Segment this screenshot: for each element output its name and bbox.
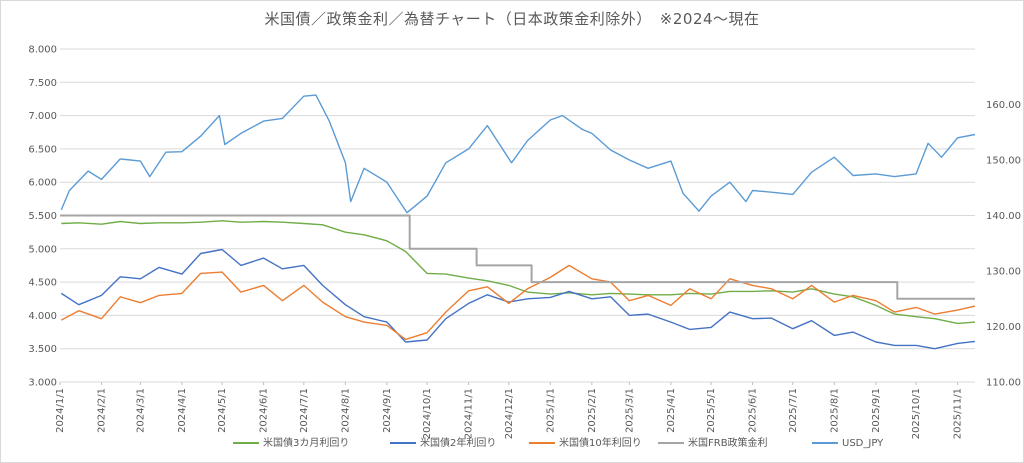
left-tick-label: 7.000 [28,111,57,122]
left-tick-label: 4.000 [28,311,57,322]
left-tick-label: 3.000 [28,378,57,389]
legend-label-2y: 米国債2年利回り [420,436,496,449]
x-tick-label: 2024/8/1 [340,388,351,433]
x-axis-ticks: 2024/1/1 2024/2/1 2024/3/1 2024/4/1 2024/5/1… [55,382,964,439]
x-tick-label: 2025/11/1 [953,388,964,439]
legend-label-ffr: 米国FRB政策金利 [688,436,768,449]
left-tick-label: 5.500 [28,211,57,222]
right-tick-label: 140.00 [986,211,1021,222]
right-tick-label: 130.00 [986,267,1021,278]
legend-label-10y: 米国債10年利回り [559,436,642,449]
x-tick-label: 2024/2/1 [97,388,108,433]
x-tick-label: 2024/7/1 [299,388,310,433]
x-tick-label: 2025/8/1 [829,388,840,433]
left-tick-label: 6.000 [28,178,57,189]
x-tick-label: 2025/4/1 [666,388,677,433]
x-tick-label: 2025/2/1 [587,388,598,433]
x-tick-label: 2024/4/1 [177,388,188,433]
left-axis-ticks: 3.000 3.500 4.000 4.500 5.000 5.500 6.000 6.500… [28,45,57,389]
x-tick-label: 2025/5/1 [706,388,717,433]
right-axis-ticks: 110.00 120.00 130.00 140.00 150.00 160.00 [986,100,1021,389]
right-tick-label: 110.00 [986,378,1021,389]
right-tick-label: 150.00 [986,156,1021,167]
x-tick-label: 2025/1/1 [545,388,556,433]
x-tick-label: 2025/6/1 [748,388,759,433]
chart-title: 米国債／政策金利／為替チャート（日本政策金利除外） ※2024～現在 [264,10,760,28]
left-tick-label: 8.000 [28,45,57,56]
series-line-2y [60,248,976,350]
left-tick-label: 5.000 [28,244,57,255]
x-tick-label: 2025/10/1 [911,388,922,439]
right-tick-label: 120.00 [986,322,1021,333]
series-lines [60,94,976,350]
x-tick-label: 2024/9/1 [382,388,393,433]
x-tick-label: 2024/1/1 [55,388,66,433]
left-tick-label: 6.500 [28,144,57,155]
series-line-usdjpy [60,94,976,214]
legend-label-3m: 米国債3カ月利回り [263,436,349,449]
left-tick-label: 7.500 [28,78,57,89]
series-line-3m [61,220,976,325]
right-tick-label: 160.00 [986,100,1021,111]
legend-label-usdjpy: USD_JPY [842,438,884,449]
x-tick-label: 2025/9/1 [871,388,882,433]
x-tick-label: 2024/6/1 [259,388,270,433]
x-tick-label: 2024/5/1 [217,388,228,433]
x-tick-label: 2024/10/1 [422,388,433,439]
x-tick-label: 2025/3/1 [624,388,635,433]
x-tick-label: 2024/11/1 [464,388,475,439]
left-tick-label: 4.500 [28,278,57,289]
series-line-10y [60,264,976,341]
x-tick-label: 2024/3/1 [135,388,146,433]
series-line-ffr [60,214,975,300]
legend: 米国債3カ月利回り 米国債2年利回り 米国債10年利回り 米国FRB政策金利 USD_J… [233,436,884,449]
left-tick-label: 3.500 [28,344,57,355]
x-tick-label: 2025/7/1 [788,388,799,433]
x-tick-label: 2024/12/1 [504,388,515,439]
